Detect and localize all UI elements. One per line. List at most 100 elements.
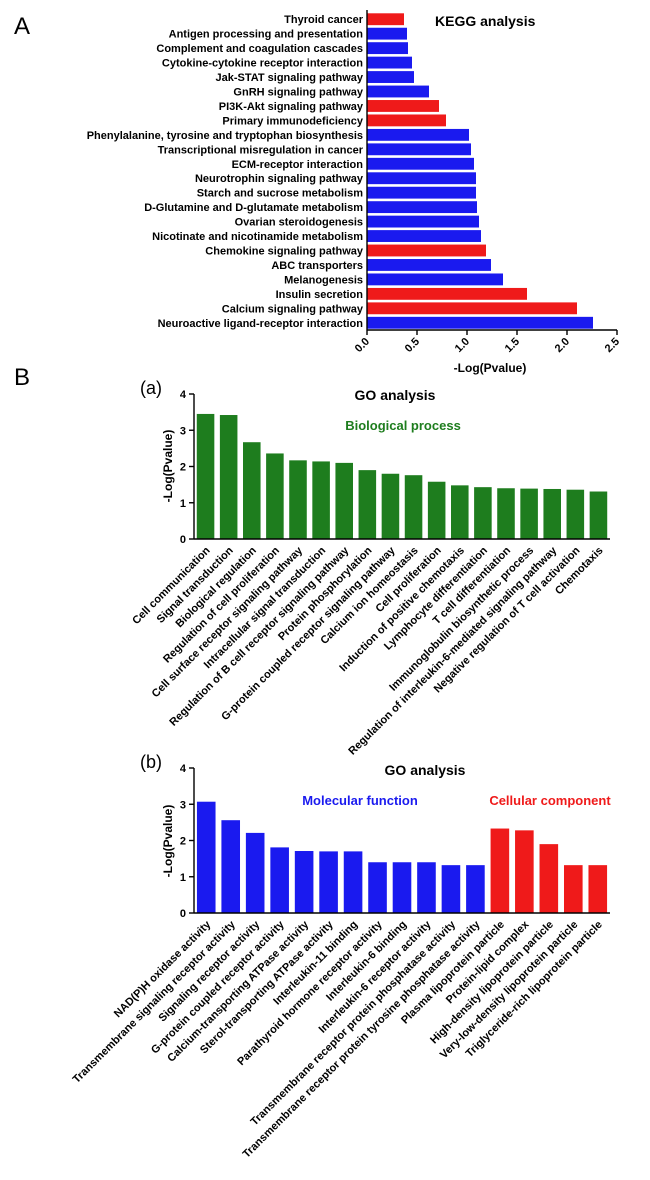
panel-sub-letter-b: (b) bbox=[140, 752, 162, 772]
kegg-category-label: Ovarian steroidogenesis bbox=[235, 217, 363, 229]
kegg-category-label: Complement and coagulation cascades bbox=[156, 43, 363, 55]
kegg-category-label: Nicotinate and nicotinamide metabolism bbox=[152, 231, 363, 243]
kegg-x-tick-label: 2.5 bbox=[603, 336, 622, 355]
kegg-category-label: Insulin secretion bbox=[276, 289, 364, 301]
panel-letter-b: B bbox=[14, 364, 30, 391]
kegg-bar bbox=[367, 157, 474, 170]
go2-y-tick-label: 4 bbox=[180, 763, 187, 775]
go-biological-chart: GO analysis Biological process -Log(Pval… bbox=[130, 387, 610, 758]
go2-legend-cellular-component: Cellular component bbox=[489, 793, 611, 808]
go2-y-tick-label: 2 bbox=[180, 836, 186, 848]
kegg-category-label: Melanogenesis bbox=[284, 274, 363, 286]
kegg-category-label: Neuroactive ligand-receptor interaction bbox=[158, 318, 364, 330]
kegg-x-axis-label: -Log(Pvalue) bbox=[454, 361, 527, 375]
go2-bar bbox=[564, 865, 583, 913]
kegg-category-label: GnRH signaling pathway bbox=[233, 87, 363, 99]
go2-bar bbox=[417, 862, 436, 913]
go2-y-tick-label: 0 bbox=[180, 908, 186, 920]
panel-sub-letter-a: (a) bbox=[140, 378, 162, 398]
go2-legend-molecular-function: Molecular function bbox=[302, 793, 418, 808]
kegg-category-label: Thyroid cancer bbox=[284, 14, 364, 26]
go2-bar bbox=[466, 865, 485, 913]
go2-bar bbox=[490, 828, 510, 913]
kegg-x-tick-label: 1.5 bbox=[503, 336, 522, 355]
go1-bar bbox=[474, 487, 492, 539]
go1-y-axis-label: -Log(Pvalue) bbox=[161, 430, 175, 503]
kegg-bar bbox=[367, 316, 593, 329]
kegg-x-tick-label: 0.0 bbox=[353, 336, 372, 355]
kegg-bar bbox=[367, 143, 471, 156]
kegg-bar bbox=[367, 244, 486, 257]
kegg-bar bbox=[367, 56, 412, 69]
go2-category-label: Transmembrane signaling receptor activit… bbox=[71, 918, 239, 1086]
go2-bar bbox=[270, 847, 289, 913]
kegg-bar bbox=[367, 201, 477, 214]
kegg-category-label: Transcriptional misregulation in cancer bbox=[158, 144, 364, 156]
panel-letter-a: A bbox=[14, 13, 30, 40]
go1-y-tick-label: 0 bbox=[180, 534, 186, 546]
go2-bar bbox=[343, 851, 363, 914]
kegg-x-tick-label: 0.5 bbox=[403, 336, 422, 355]
go1-bar bbox=[335, 462, 353, 540]
kegg-category-label: ABC transporters bbox=[271, 260, 363, 272]
go1-bar bbox=[266, 453, 284, 539]
go2-y-tick-label: 1 bbox=[180, 872, 186, 884]
kegg-category-label: Chemokine signaling pathway bbox=[205, 246, 364, 258]
go1-bar bbox=[381, 473, 400, 539]
go2-y-axis-label: -Log(Pvalue) bbox=[161, 805, 175, 878]
kegg-bar bbox=[367, 273, 503, 286]
kegg-category-label: Neurotrophin signaling pathway bbox=[195, 173, 364, 185]
go1-bar bbox=[589, 491, 608, 539]
kegg-category-label: Antigen processing and presentation bbox=[169, 29, 364, 41]
go2-bar bbox=[539, 844, 559, 914]
go2-title: GO analysis bbox=[385, 762, 466, 778]
go1-bar bbox=[219, 415, 238, 539]
kegg-category-label: Cytokine-cytokine receptor interaction bbox=[162, 58, 363, 70]
kegg-category-label: D-Glutamine and D-glutamate metabolism bbox=[144, 202, 363, 214]
go2-bar bbox=[196, 801, 216, 913]
kegg-category-label: Phenylalanine, tyrosine and tryptophan b… bbox=[87, 130, 363, 142]
go2-bar bbox=[245, 832, 265, 913]
go2-bar bbox=[588, 865, 608, 913]
kegg-x-tick-label: 2.0 bbox=[553, 336, 572, 355]
go1-y-tick-label: 1 bbox=[180, 498, 186, 510]
go1-bar bbox=[427, 481, 446, 539]
go1-bar bbox=[451, 485, 469, 539]
go1-bar bbox=[543, 488, 561, 539]
go2-bar bbox=[368, 862, 387, 913]
go1-bar bbox=[196, 413, 215, 539]
go1-bar bbox=[243, 442, 261, 539]
kegg-bar bbox=[367, 186, 476, 199]
kegg-category-label: Calcium signaling pathway bbox=[222, 303, 364, 315]
go1-bar bbox=[497, 488, 515, 539]
go2-bar bbox=[319, 851, 338, 914]
go1-bar bbox=[289, 460, 307, 539]
kegg-bar bbox=[367, 13, 404, 26]
kegg-bar bbox=[367, 230, 481, 242]
kegg-category-label: Starch and sucrose metabolism bbox=[197, 188, 363, 200]
kegg-category-label: Jak-STAT signaling pathway bbox=[215, 72, 363, 84]
kegg-category-label: PI3K-Akt signaling pathway bbox=[219, 101, 364, 113]
go1-bar bbox=[520, 488, 538, 539]
kegg-bar bbox=[367, 215, 479, 228]
go2-bar bbox=[515, 830, 534, 913]
go2-y-tick-label: 3 bbox=[180, 799, 186, 811]
go1-bar bbox=[566, 489, 585, 539]
kegg-bar bbox=[367, 71, 414, 83]
kegg-bar bbox=[367, 100, 439, 112]
kegg-bar bbox=[367, 85, 429, 98]
go-function-component-chart: GO analysis Molecular function Cellular … bbox=[71, 762, 612, 1161]
go2-bar bbox=[392, 862, 412, 913]
kegg-category-label: Primary immunodeficiency bbox=[222, 115, 363, 127]
go1-legend-biological-process: Biological process bbox=[345, 418, 461, 433]
kegg-x-tick-label: 1.0 bbox=[453, 336, 472, 355]
kegg-bar bbox=[367, 302, 577, 315]
kegg-bar bbox=[367, 27, 407, 40]
go2-bar bbox=[221, 820, 241, 913]
go2-bar bbox=[294, 851, 314, 913]
go1-bar bbox=[358, 470, 377, 540]
go1-y-tick-label: 4 bbox=[180, 389, 187, 401]
kegg-bar bbox=[367, 287, 527, 300]
kegg-bar bbox=[367, 114, 446, 127]
